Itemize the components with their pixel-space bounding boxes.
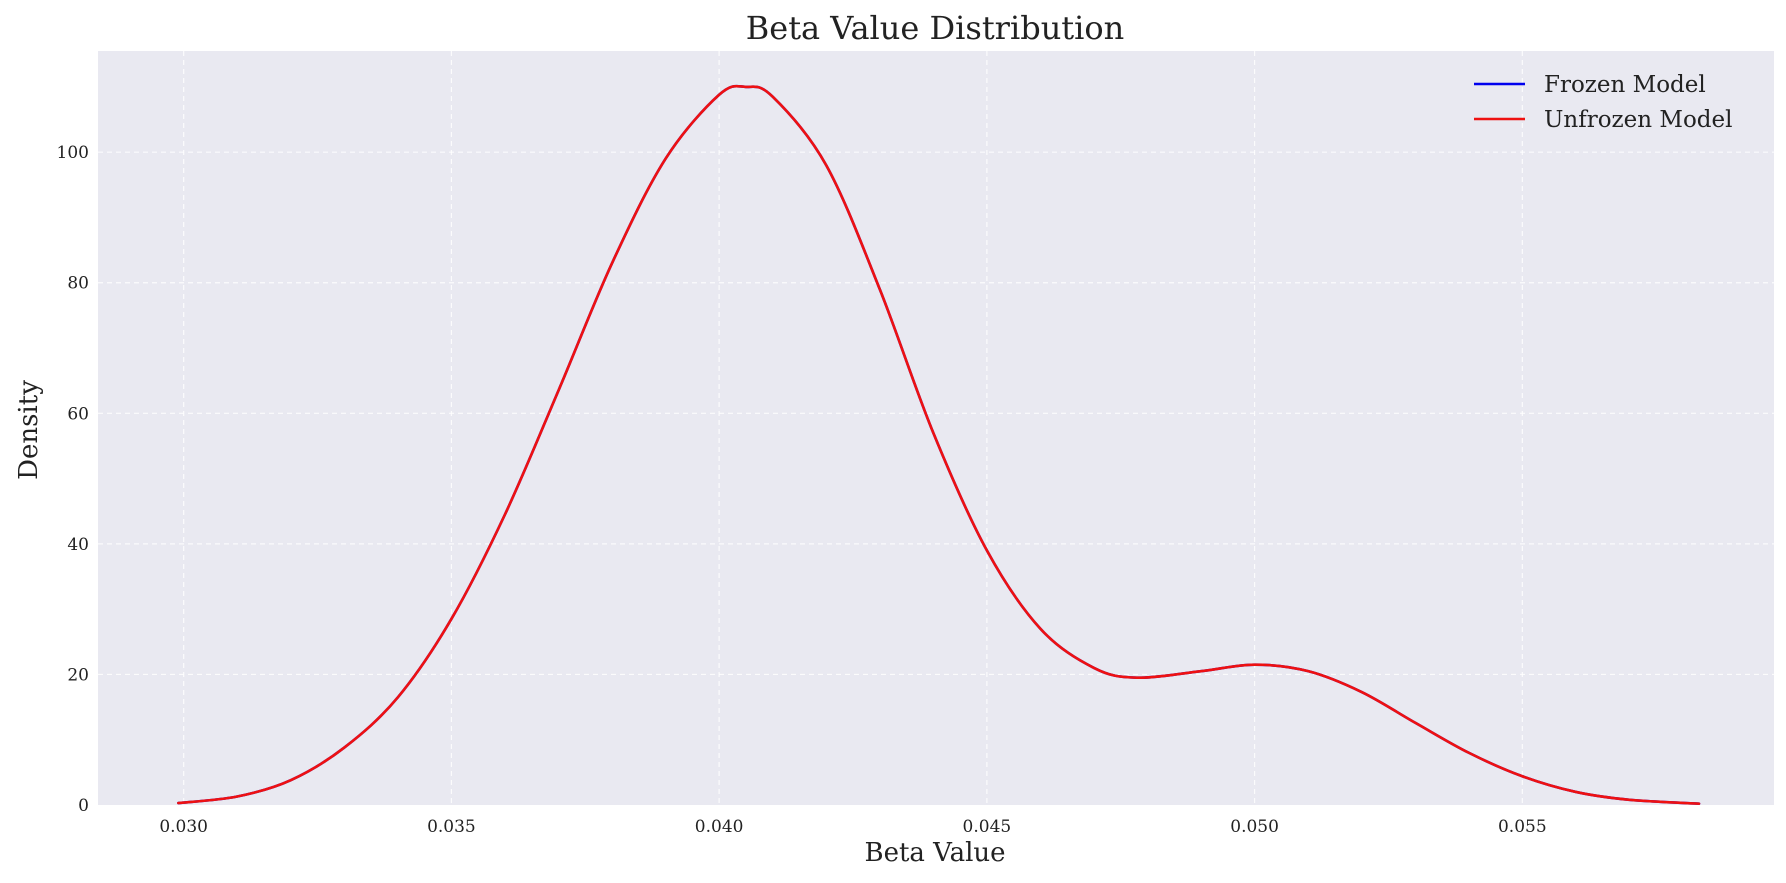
legend-label-frozen-model: Frozen Model (1544, 72, 1706, 98)
legend: Frozen Model Unfrozen Model (1474, 72, 1733, 133)
series-layer (177, 84, 1701, 805)
y-axis-title: Density (14, 380, 44, 480)
x-tick-label: 0.030 (159, 817, 208, 837)
y-tick-label: 80 (67, 274, 89, 294)
plot-area (98, 51, 1774, 805)
y-tick-labels: 0 20 40 60 80 100 (57, 143, 89, 816)
chart-title: Beta Value Distribution (746, 9, 1125, 47)
x-tick-label: 0.055 (1498, 817, 1547, 837)
x-axis-title: Beta Value (864, 838, 1005, 868)
y-tick-label: 60 (67, 404, 89, 424)
x-tick-labels: 0.030 0.035 0.040 0.045 0.050 0.055 (159, 817, 1546, 837)
y-tick-label: 40 (67, 535, 89, 555)
x-tick-label: 0.040 (695, 817, 744, 837)
series-line-unfrozen-model (177, 84, 1701, 805)
y-tick-label: 20 (67, 665, 89, 685)
y-tick-label: 0 (78, 796, 89, 816)
x-tick-label: 0.045 (963, 817, 1012, 837)
y-gridlines (98, 151, 1774, 676)
x-tick-label: 0.035 (427, 817, 476, 837)
x-tick-label: 0.050 (1230, 817, 1279, 837)
y-tick-label: 100 (57, 143, 89, 163)
legend-label-unfrozen-model: Unfrozen Model (1544, 107, 1733, 133)
